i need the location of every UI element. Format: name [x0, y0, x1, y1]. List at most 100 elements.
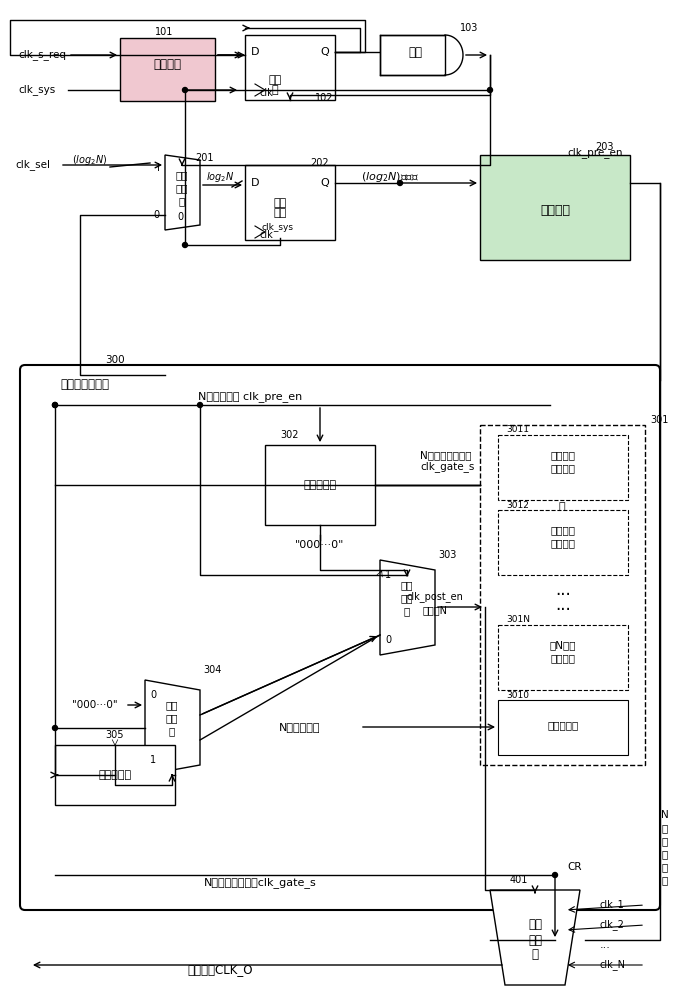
Text: 时钟: 时钟 — [528, 918, 542, 932]
Text: clk_1: clk_1 — [600, 900, 625, 910]
Text: clk_gate_s: clk_gate_s — [420, 462, 475, 472]
Text: 时: 时 — [662, 836, 668, 846]
Text: $(log_2 N)$: $(log_2 N)$ — [72, 153, 108, 167]
Text: D: D — [251, 178, 260, 188]
Text: 寄存: 寄存 — [273, 198, 286, 208]
Text: 第二: 第二 — [401, 580, 413, 590]
Text: "000···0": "000···0" — [72, 700, 118, 710]
Text: 刺时: 刺时 — [556, 463, 569, 473]
Polygon shape — [380, 560, 435, 655]
Bar — [245, 165, 335, 240]
Text: 位宽：N: 位宽：N — [423, 605, 448, 615]
Text: 关断电路: 关断电路 — [551, 463, 576, 473]
Text: 301: 301 — [650, 415, 668, 425]
Circle shape — [53, 726, 57, 730]
Text: $(log_2 N)$位输入: $(log_2 N)$位输入 — [361, 170, 419, 184]
Text: 信: 信 — [662, 862, 668, 872]
Text: 301N: 301N — [506, 615, 530, 624]
Text: clk: clk — [260, 88, 274, 98]
Text: Q: Q — [320, 178, 329, 188]
Text: ...: ... — [555, 581, 571, 599]
Bar — [480, 425, 645, 765]
Text: 3012: 3012 — [506, 500, 529, 510]
Text: 0: 0 — [154, 210, 160, 220]
Text: 多时钟互锁电路: 多时钟互锁电路 — [60, 378, 109, 391]
Text: 器: 器 — [272, 85, 278, 95]
Text: 钟管: 钟管 — [556, 476, 569, 486]
Text: clk_sys: clk_sys — [18, 85, 55, 95]
Text: N位译码结果 clk_pre_en: N位译码结果 clk_pre_en — [198, 392, 302, 402]
Text: 第三: 第三 — [166, 700, 179, 710]
Bar — [498, 700, 628, 755]
Text: 器: 器 — [169, 726, 175, 736]
Circle shape — [552, 872, 558, 878]
Text: 第二比较器: 第二比较器 — [98, 770, 131, 780]
Circle shape — [197, 402, 203, 408]
FancyBboxPatch shape — [20, 365, 660, 910]
Text: 选择: 选择 — [528, 934, 542, 946]
Bar — [498, 510, 628, 575]
Text: 时钟输出CLK_O: 时钟输出CLK_O — [188, 964, 253, 976]
Text: N: N — [661, 810, 669, 820]
Text: clk_post_en: clk_post_en — [407, 592, 464, 602]
Bar — [498, 435, 628, 500]
Circle shape — [183, 88, 188, 93]
Text: 0: 0 — [385, 635, 391, 645]
Text: 101: 101 — [155, 27, 174, 37]
Polygon shape — [145, 680, 200, 775]
Text: 寄存: 寄存 — [268, 75, 282, 85]
Text: 去噪电路: 去噪电路 — [153, 58, 181, 72]
Text: 0: 0 — [177, 212, 183, 222]
Text: N路时钟输入: N路时钟输入 — [280, 722, 321, 732]
Text: 第一比较器: 第一比较器 — [303, 480, 336, 490]
Text: 器: 器 — [404, 606, 410, 616]
Text: 102: 102 — [315, 93, 334, 103]
Text: 第N时钟: 第N时钟 — [549, 640, 576, 650]
Text: 201: 201 — [195, 153, 214, 163]
Text: Q: Q — [320, 47, 329, 57]
Text: 1: 1 — [150, 755, 156, 765]
Circle shape — [183, 242, 188, 247]
Text: 理电: 理电 — [556, 489, 569, 499]
Text: CR: CR — [567, 862, 582, 872]
Text: clk: clk — [260, 230, 274, 240]
Text: 第一时钟: 第一时钟 — [551, 450, 576, 460]
Text: D: D — [251, 47, 260, 57]
Circle shape — [53, 402, 57, 408]
Text: 器: 器 — [531, 948, 538, 962]
Text: 关断电路: 关断电路 — [551, 538, 576, 548]
Text: 1: 1 — [385, 570, 391, 580]
Text: 300: 300 — [105, 355, 125, 365]
Text: ...: ... — [555, 596, 571, 614]
Text: 选择: 选择 — [176, 183, 188, 193]
Text: ...: ... — [600, 940, 611, 950]
Text: 号: 号 — [662, 875, 668, 885]
Text: 器组: 器组 — [273, 208, 286, 218]
Circle shape — [487, 88, 493, 93]
Text: 选择: 选择 — [166, 713, 179, 723]
Text: clk_s_req: clk_s_req — [18, 50, 66, 60]
Text: "000···0": "000···0" — [295, 540, 345, 550]
Text: clk_sys: clk_sys — [262, 224, 294, 232]
Text: 器: 器 — [179, 196, 185, 206]
Text: 401: 401 — [510, 875, 529, 885]
Text: $log_2 N$: $log_2 N$ — [206, 170, 235, 184]
Text: 3010: 3010 — [506, 690, 529, 700]
Text: 304: 304 — [203, 665, 221, 675]
Text: 译码电路: 译码电路 — [540, 204, 570, 217]
Bar — [120, 38, 215, 101]
Text: 关断电路: 关断电路 — [551, 653, 576, 663]
Circle shape — [397, 180, 403, 186]
Text: clk_sel: clk_sel — [15, 160, 50, 170]
Bar — [480, 155, 630, 260]
Text: 第一: 第一 — [176, 170, 188, 180]
Text: 203: 203 — [595, 142, 614, 152]
Text: 第三比较器: 第三比较器 — [547, 720, 579, 730]
Text: 303: 303 — [438, 550, 457, 560]
Polygon shape — [165, 155, 200, 230]
Text: 305: 305 — [106, 730, 125, 740]
Text: 位: 位 — [662, 823, 668, 833]
Text: N位关断标志信号clk_gate_s: N位关断标志信号clk_gate_s — [203, 878, 316, 888]
Text: I: I — [157, 163, 160, 173]
Polygon shape — [490, 890, 580, 985]
